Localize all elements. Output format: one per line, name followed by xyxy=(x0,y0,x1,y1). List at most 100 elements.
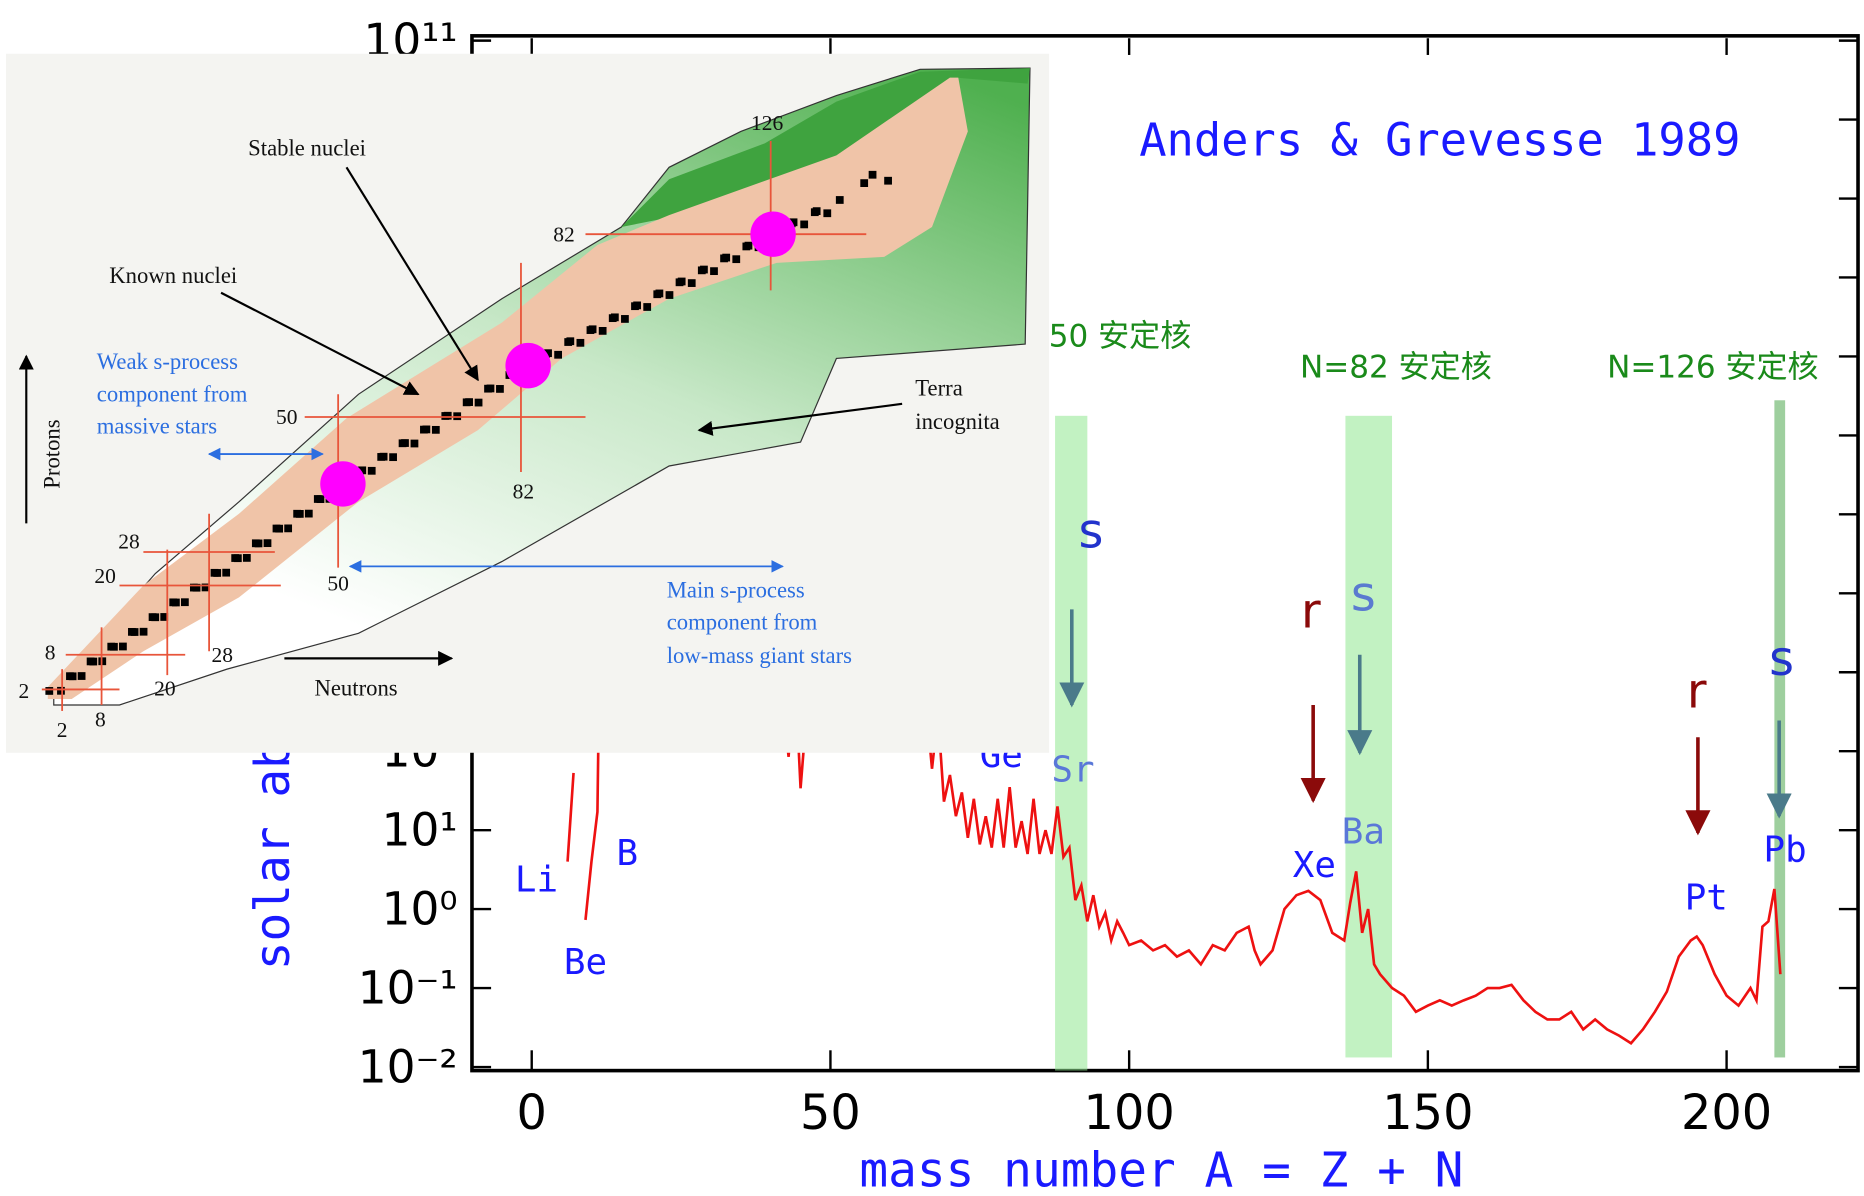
nucleus xyxy=(463,398,471,406)
nucleus xyxy=(45,687,53,695)
element-label: Ba xyxy=(1342,812,1385,853)
magic-number: 2 xyxy=(19,679,30,703)
peak-marker xyxy=(320,461,365,506)
nucleus xyxy=(609,314,617,322)
element-label: Li xyxy=(515,859,558,900)
label: Main s-process xyxy=(667,577,805,602)
band-label: N=126 安定核 xyxy=(1607,350,1819,386)
nucleus xyxy=(688,279,696,287)
process-label: s xyxy=(1078,504,1103,559)
nucleus xyxy=(107,643,115,651)
nucleus xyxy=(884,177,892,185)
nucleus xyxy=(577,339,585,347)
nucleus xyxy=(411,440,419,448)
nucleus xyxy=(87,658,95,666)
magic-number: 2 xyxy=(57,718,68,742)
nucleus xyxy=(653,290,661,298)
nucleus xyxy=(231,554,239,562)
y-tick-label: 10⁻² xyxy=(358,1041,458,1094)
label: Terra xyxy=(915,376,963,401)
nucleus xyxy=(78,672,86,680)
element-label: Be xyxy=(564,942,607,983)
nucleus xyxy=(742,243,750,251)
nucleus xyxy=(273,525,281,533)
canvas: Anders & Grevesse 1989 mass number A = Z… xyxy=(6,14,1858,1196)
nucleus xyxy=(243,554,251,562)
nucleus xyxy=(149,613,157,621)
nucleus xyxy=(368,467,376,475)
nucleus xyxy=(475,399,483,407)
magic-number: 50 xyxy=(327,571,349,595)
nucleus xyxy=(599,327,607,335)
nuclide-chart-inset: Stable nuclei Known nuclei Terra incogni… xyxy=(6,54,1049,753)
peak-marker xyxy=(505,343,550,388)
nucleus xyxy=(710,267,718,275)
magic-number: 82 xyxy=(513,479,535,503)
stable-band xyxy=(1345,416,1392,1058)
nucleus xyxy=(554,351,562,359)
element-label: Xe xyxy=(1293,845,1336,886)
y-tick-label: 10⁰ xyxy=(382,883,458,936)
nucleus xyxy=(441,412,449,420)
y-tick-label: 10⁻¹ xyxy=(358,962,458,1015)
magic-number: 82 xyxy=(553,222,575,246)
x-axis-label: mass number A = Z + N xyxy=(859,1144,1463,1196)
nucleus xyxy=(66,672,74,680)
nucleus xyxy=(128,628,136,636)
y-tick-label: 10¹ xyxy=(382,804,458,857)
magic-number: 8 xyxy=(45,641,56,665)
label: Stable nuclei xyxy=(248,135,366,160)
x-tick-label: 200 xyxy=(1681,1086,1772,1141)
nucleus xyxy=(564,338,572,346)
nucleus xyxy=(811,208,819,216)
nucleus xyxy=(823,209,831,217)
label: component from xyxy=(667,610,818,635)
x-tick-label: 50 xyxy=(800,1086,861,1141)
nucleus xyxy=(399,439,407,447)
process-label: s xyxy=(1351,568,1376,623)
label: Protons xyxy=(40,419,65,489)
process-label: r xyxy=(1687,664,1707,719)
nucleus xyxy=(666,291,674,299)
nucleus xyxy=(698,266,706,274)
nucleus xyxy=(377,453,385,461)
nucleus xyxy=(720,255,728,263)
nucleus xyxy=(800,221,808,229)
label: component from xyxy=(97,381,248,406)
nucleus xyxy=(420,426,428,434)
label: massive stars xyxy=(97,414,218,439)
nucleus xyxy=(836,196,844,204)
peak-marker xyxy=(750,211,795,256)
label: incognita xyxy=(915,409,999,434)
element-label: Pb xyxy=(1764,830,1807,871)
nucleus xyxy=(284,524,292,532)
nucleus xyxy=(140,628,148,636)
process-label: r xyxy=(1301,584,1321,639)
nucleus xyxy=(314,495,322,503)
label: Known nuclei xyxy=(109,263,237,288)
process-label: s xyxy=(1769,632,1794,687)
nucleus xyxy=(293,510,301,518)
nucleus xyxy=(169,598,177,606)
nucleus xyxy=(587,326,595,334)
nucleus xyxy=(860,179,868,187)
element-label: B xyxy=(617,833,639,874)
magic-number: 28 xyxy=(211,643,233,667)
nucleus xyxy=(869,171,877,179)
nucleus xyxy=(732,255,740,263)
element-label: Pt xyxy=(1685,877,1728,918)
nucleus xyxy=(432,426,440,434)
nucleus xyxy=(676,278,684,286)
label: Neutrons xyxy=(314,675,397,700)
element-label: Sr xyxy=(1051,749,1094,790)
nucleus xyxy=(621,315,629,323)
magic-number: 28 xyxy=(118,529,140,553)
slide: Anders & Grevesse 1989 mass number A = Z… xyxy=(0,0,1864,1196)
magic-number: 20 xyxy=(154,676,176,700)
magic-number: 20 xyxy=(94,564,116,588)
nucleus xyxy=(305,510,313,518)
label: low-mass giant stars xyxy=(667,643,852,668)
nucleus xyxy=(222,569,230,577)
nucleus xyxy=(484,385,492,393)
band-label: N=82 安定核 xyxy=(1300,350,1492,386)
